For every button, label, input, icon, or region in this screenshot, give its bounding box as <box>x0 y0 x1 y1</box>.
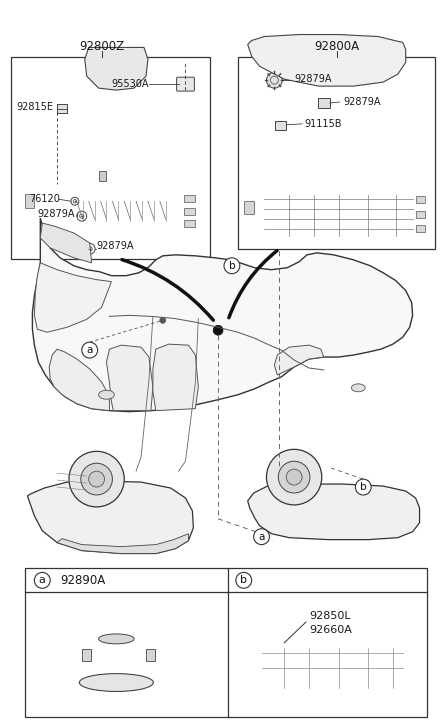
Bar <box>11 57 210 259</box>
Bar <box>416 225 426 232</box>
Bar <box>99 172 107 182</box>
Text: b: b <box>240 575 247 585</box>
Text: 91115B: 91115B <box>304 119 341 129</box>
Ellipse shape <box>79 674 153 691</box>
Bar <box>25 569 427 718</box>
FancyBboxPatch shape <box>177 77 194 91</box>
Circle shape <box>355 479 371 495</box>
Text: 92879A: 92879A <box>344 97 381 107</box>
Circle shape <box>224 258 240 273</box>
Circle shape <box>267 72 282 88</box>
Polygon shape <box>85 47 148 90</box>
Circle shape <box>84 244 95 254</box>
Text: 92815E: 92815E <box>17 102 54 112</box>
Bar <box>57 105 67 113</box>
Polygon shape <box>32 218 413 411</box>
Polygon shape <box>248 484 419 539</box>
Text: 92879A: 92879A <box>37 209 75 219</box>
Bar <box>25 194 34 208</box>
Text: b: b <box>360 482 366 492</box>
Text: 92879A: 92879A <box>97 241 134 251</box>
FancyArrowPatch shape <box>122 260 213 320</box>
Circle shape <box>286 469 302 485</box>
Text: 95530A: 95530A <box>112 79 149 89</box>
Text: 92800Z: 92800Z <box>79 40 124 53</box>
Bar <box>238 57 435 249</box>
Text: a: a <box>39 575 46 585</box>
Bar <box>318 98 330 108</box>
Polygon shape <box>57 534 189 553</box>
Circle shape <box>254 529 269 545</box>
Polygon shape <box>153 344 198 411</box>
Circle shape <box>71 197 79 205</box>
Circle shape <box>82 342 98 358</box>
Ellipse shape <box>99 390 114 399</box>
Circle shape <box>89 471 104 487</box>
Polygon shape <box>107 345 153 411</box>
Text: a: a <box>258 531 265 542</box>
Text: 76120: 76120 <box>30 194 60 204</box>
Circle shape <box>267 449 322 505</box>
Polygon shape <box>40 223 92 262</box>
Text: a: a <box>86 345 93 355</box>
Polygon shape <box>27 481 194 553</box>
Bar <box>184 208 195 215</box>
Text: 92890A: 92890A <box>60 574 105 587</box>
Ellipse shape <box>351 384 365 392</box>
Circle shape <box>81 463 112 495</box>
Text: 92879A: 92879A <box>294 74 332 84</box>
FancyArrowPatch shape <box>229 251 277 318</box>
Bar <box>146 648 155 661</box>
Polygon shape <box>34 262 112 332</box>
Circle shape <box>77 211 87 221</box>
Polygon shape <box>49 349 109 411</box>
Text: 92660A: 92660A <box>309 625 352 635</box>
Polygon shape <box>248 35 406 86</box>
Bar <box>184 220 195 227</box>
Bar <box>184 196 195 202</box>
Bar <box>275 121 286 130</box>
Text: 92850L: 92850L <box>309 611 350 621</box>
Circle shape <box>236 572 252 588</box>
Polygon shape <box>274 345 324 375</box>
Text: b: b <box>228 261 235 270</box>
Circle shape <box>160 318 166 324</box>
Bar <box>244 201 254 214</box>
Circle shape <box>69 451 124 507</box>
Circle shape <box>34 572 50 588</box>
Circle shape <box>213 325 223 335</box>
Bar <box>416 211 426 218</box>
Ellipse shape <box>99 634 134 644</box>
Text: 92800A: 92800A <box>314 40 359 53</box>
Bar <box>416 196 426 204</box>
Circle shape <box>278 461 310 493</box>
Bar <box>82 648 90 661</box>
